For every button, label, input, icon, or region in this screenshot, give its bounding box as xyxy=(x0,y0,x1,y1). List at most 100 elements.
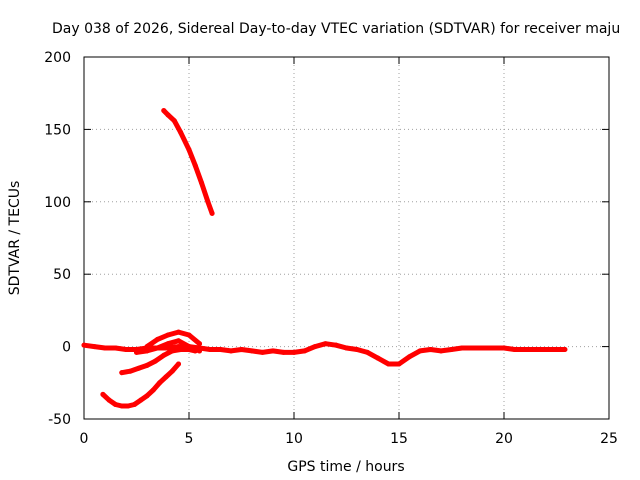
data-point xyxy=(428,346,433,352)
data-point xyxy=(197,348,202,354)
data-point xyxy=(165,341,171,347)
data-point xyxy=(127,368,133,374)
data-point xyxy=(209,210,215,216)
x-tick-label: 20 xyxy=(495,431,513,447)
data-point xyxy=(131,402,137,408)
data-point xyxy=(144,348,150,354)
data-point xyxy=(157,380,163,386)
data-point xyxy=(92,344,97,350)
data-point xyxy=(260,349,265,355)
data-point xyxy=(125,403,131,409)
y-tick-label: -50 xyxy=(48,412,71,428)
data-point xyxy=(312,344,318,350)
data-point xyxy=(163,374,169,380)
data-point xyxy=(480,345,486,351)
data-point xyxy=(407,354,412,360)
data-point xyxy=(199,180,205,186)
data-point xyxy=(543,346,549,352)
data-point xyxy=(123,346,129,352)
data-point xyxy=(134,349,139,355)
data-point xyxy=(344,345,349,351)
y-tick-label: 0 xyxy=(62,340,71,356)
data-point xyxy=(171,118,177,124)
data-point xyxy=(417,348,423,354)
data-point xyxy=(169,348,175,354)
data-series xyxy=(81,108,568,409)
series-line-lower-mid-arc xyxy=(119,347,198,376)
data-point xyxy=(239,346,244,352)
data-point xyxy=(192,163,198,169)
data-point xyxy=(178,129,184,135)
data-point xyxy=(144,344,150,350)
data-point xyxy=(459,345,465,351)
x-tick-label: 25 xyxy=(600,431,618,447)
data-point xyxy=(218,346,223,352)
data-point xyxy=(144,393,150,399)
data-point xyxy=(186,346,192,352)
data-point xyxy=(365,349,370,355)
grid-lines xyxy=(84,57,609,419)
data-point xyxy=(323,341,328,347)
data-point xyxy=(165,112,171,118)
x-tick-label: 5 xyxy=(185,431,194,447)
data-point xyxy=(186,147,192,153)
data-point xyxy=(113,402,118,408)
data-point xyxy=(102,345,108,351)
data-point xyxy=(562,346,568,352)
data-point xyxy=(396,361,402,367)
plot-frame xyxy=(83,56,610,420)
data-point xyxy=(522,346,528,352)
data-point xyxy=(554,346,559,352)
data-point xyxy=(291,349,297,355)
data-point xyxy=(176,338,181,344)
data-point xyxy=(106,397,112,403)
data-point xyxy=(150,387,156,393)
data-point xyxy=(176,361,181,367)
data-point xyxy=(438,348,444,354)
data-point xyxy=(161,352,167,358)
data-point xyxy=(501,345,507,351)
data-point xyxy=(144,362,150,368)
data-point xyxy=(178,346,184,352)
data-point xyxy=(176,329,181,335)
y-tick-label: 200 xyxy=(44,50,71,66)
data-point xyxy=(155,345,160,351)
x-tick-label: 0 xyxy=(80,431,89,447)
data-point xyxy=(138,397,144,403)
data-point xyxy=(491,345,496,351)
data-point xyxy=(165,332,171,338)
data-point xyxy=(152,358,158,364)
data-point xyxy=(100,391,106,397)
data-point xyxy=(207,346,213,352)
x-tick-label: 15 xyxy=(390,431,408,447)
y-tick-label: 50 xyxy=(53,267,71,283)
data-point xyxy=(512,346,517,352)
data-point xyxy=(354,346,360,352)
data-point xyxy=(113,345,118,351)
data-point xyxy=(169,368,175,374)
axis-ticks: 0 5 10 15 20 25 -50 0 50 100 150 200 xyxy=(44,50,618,447)
data-point xyxy=(119,403,125,409)
series-line-descending-arc xyxy=(161,108,215,216)
chart-title: Day 038 of 2026, Sidereal Day-to-day VTE… xyxy=(52,21,620,37)
data-point xyxy=(136,365,142,371)
y-tick-label: 100 xyxy=(44,195,71,211)
data-point xyxy=(386,361,391,367)
data-point xyxy=(270,348,276,354)
data-point xyxy=(228,348,234,354)
data-point xyxy=(449,346,454,352)
data-point xyxy=(192,348,198,354)
data-point xyxy=(333,342,339,348)
y-tick-label: 150 xyxy=(44,122,71,138)
data-point xyxy=(197,341,202,347)
data-point xyxy=(470,345,475,351)
x-axis-label: GPS time / hours xyxy=(287,459,404,475)
data-point xyxy=(249,348,255,354)
data-point xyxy=(81,342,87,348)
data-point xyxy=(281,349,286,355)
data-point xyxy=(375,355,381,361)
y-axis-label: SDTVAR / TECUs xyxy=(7,181,23,296)
data-point xyxy=(205,199,211,205)
x-tick-label: 10 xyxy=(285,431,303,447)
